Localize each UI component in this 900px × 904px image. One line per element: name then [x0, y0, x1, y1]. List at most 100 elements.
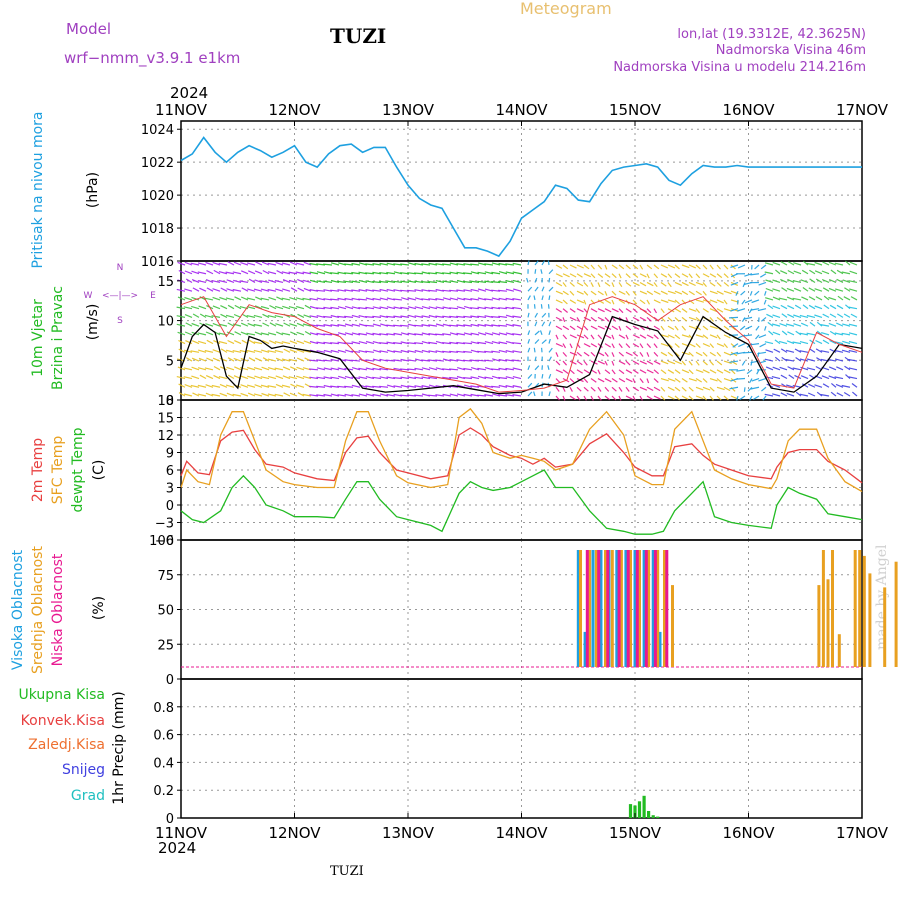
wind-barb [626, 291, 630, 295]
wind-barb [823, 384, 829, 387]
wind-barb [793, 263, 801, 265]
wind-barb [241, 385, 248, 388]
wind-barb [675, 282, 682, 285]
wind-barb [563, 282, 566, 286]
wind-barb [717, 317, 722, 321]
wind-barb [584, 344, 590, 347]
cloud-bar [636, 550, 639, 667]
wind-barb [185, 271, 192, 274]
cloud-bar [606, 550, 609, 667]
temp-label-unit: (C) [91, 460, 107, 481]
wind-barb [598, 352, 604, 355]
wind-barb [563, 344, 566, 348]
wind-barb [570, 317, 577, 320]
wind-barb [407, 290, 416, 291]
wind-barb [619, 387, 622, 391]
wind-barb [724, 274, 728, 278]
y-tick-label: 10 [157, 315, 174, 330]
wind-barb [729, 326, 738, 327]
x-tick-label-top: 15NOV [609, 101, 662, 119]
x-tick-label-bottom: 17NOV [836, 824, 889, 842]
wind-barb [740, 326, 745, 330]
wind-barb [682, 265, 689, 268]
wind-barb [528, 339, 530, 343]
wind-barb [717, 291, 724, 294]
wind-barb [815, 271, 822, 274]
wind-barb [647, 265, 652, 269]
wind-barb [675, 361, 682, 364]
y-tick-label: 0 [166, 673, 174, 688]
wind-label-sub: Brzina i Pravac [50, 286, 66, 390]
wind-barb [240, 263, 248, 265]
wind-barb [563, 309, 568, 313]
wind-barb [633, 361, 639, 364]
wind-barb [220, 384, 227, 387]
wind-barb [830, 314, 836, 317]
x-tick-label-top: 12NOV [268, 101, 321, 119]
wind-barb [773, 315, 781, 318]
wind-barb [577, 300, 584, 303]
wind-barb [689, 265, 696, 268]
wind-label-unit: (m/s) [85, 304, 101, 341]
wind-barb [675, 387, 680, 391]
wind-barb [786, 350, 794, 352]
wind-barb [556, 265, 562, 268]
wind-barb [513, 377, 521, 379]
wind-barb [179, 271, 185, 274]
wind-labels: 10m Vjetar Brzina i Pravac (m/s) N E S W… [30, 263, 156, 390]
wind-barb [485, 342, 493, 344]
wind-barb [414, 325, 423, 326]
wind-barb [358, 299, 367, 300]
wind-barb [640, 291, 647, 294]
wind-barb [836, 367, 843, 370]
wind-barb [689, 379, 697, 381]
wind-barb [605, 344, 611, 348]
wind-barb [478, 289, 486, 291]
wind-barb [717, 282, 721, 286]
wind-barb [591, 265, 595, 269]
wind-barb [633, 387, 639, 391]
wind-barb [247, 263, 255, 265]
wind-barb [793, 315, 801, 317]
wind-barb [549, 348, 552, 352]
cloud-label-unit: (%) [91, 596, 107, 620]
wind-barb [213, 297, 220, 300]
axis-labels: 10161018102010221024051015−6−30369121518… [141, 101, 889, 842]
wind-barb [584, 274, 591, 277]
precip-bar [656, 817, 659, 818]
lonlat-text: lon,lat (19.3312E, 42.3625N) [677, 27, 866, 42]
wind-barb [577, 291, 584, 294]
wind-barb [668, 326, 674, 329]
wind-barb [184, 298, 192, 300]
wind-barb [779, 341, 787, 343]
wind-barb [227, 280, 234, 283]
wind-barb [563, 387, 565, 391]
wind-barb [255, 271, 262, 274]
wind-barb [849, 324, 857, 326]
wind-barb [717, 361, 722, 365]
wind-barb [747, 370, 752, 374]
precip-bar [652, 815, 655, 818]
wind-barb [535, 322, 537, 326]
wind-barb [612, 370, 615, 374]
wind-barb [570, 282, 575, 286]
wind-barb [184, 289, 192, 291]
pressure-frame [181, 121, 862, 261]
wind-barb [640, 352, 643, 356]
wind-barb [647, 282, 653, 285]
wind-barb [570, 396, 576, 400]
wind-barb [206, 358, 213, 361]
wind-barb [682, 317, 687, 321]
wind-barb [282, 263, 290, 265]
cloud-bar [579, 550, 582, 667]
cloud-bar [592, 550, 595, 667]
wind-barb [689, 282, 696, 285]
wind-barb [213, 289, 221, 292]
wind-barb [528, 383, 532, 387]
wind-barb [769, 331, 774, 335]
wind-barb [619, 379, 625, 382]
wind-barb [682, 335, 690, 337]
wind-barb [823, 314, 829, 317]
wind-barb [179, 384, 185, 387]
compass-n: N [117, 263, 124, 273]
